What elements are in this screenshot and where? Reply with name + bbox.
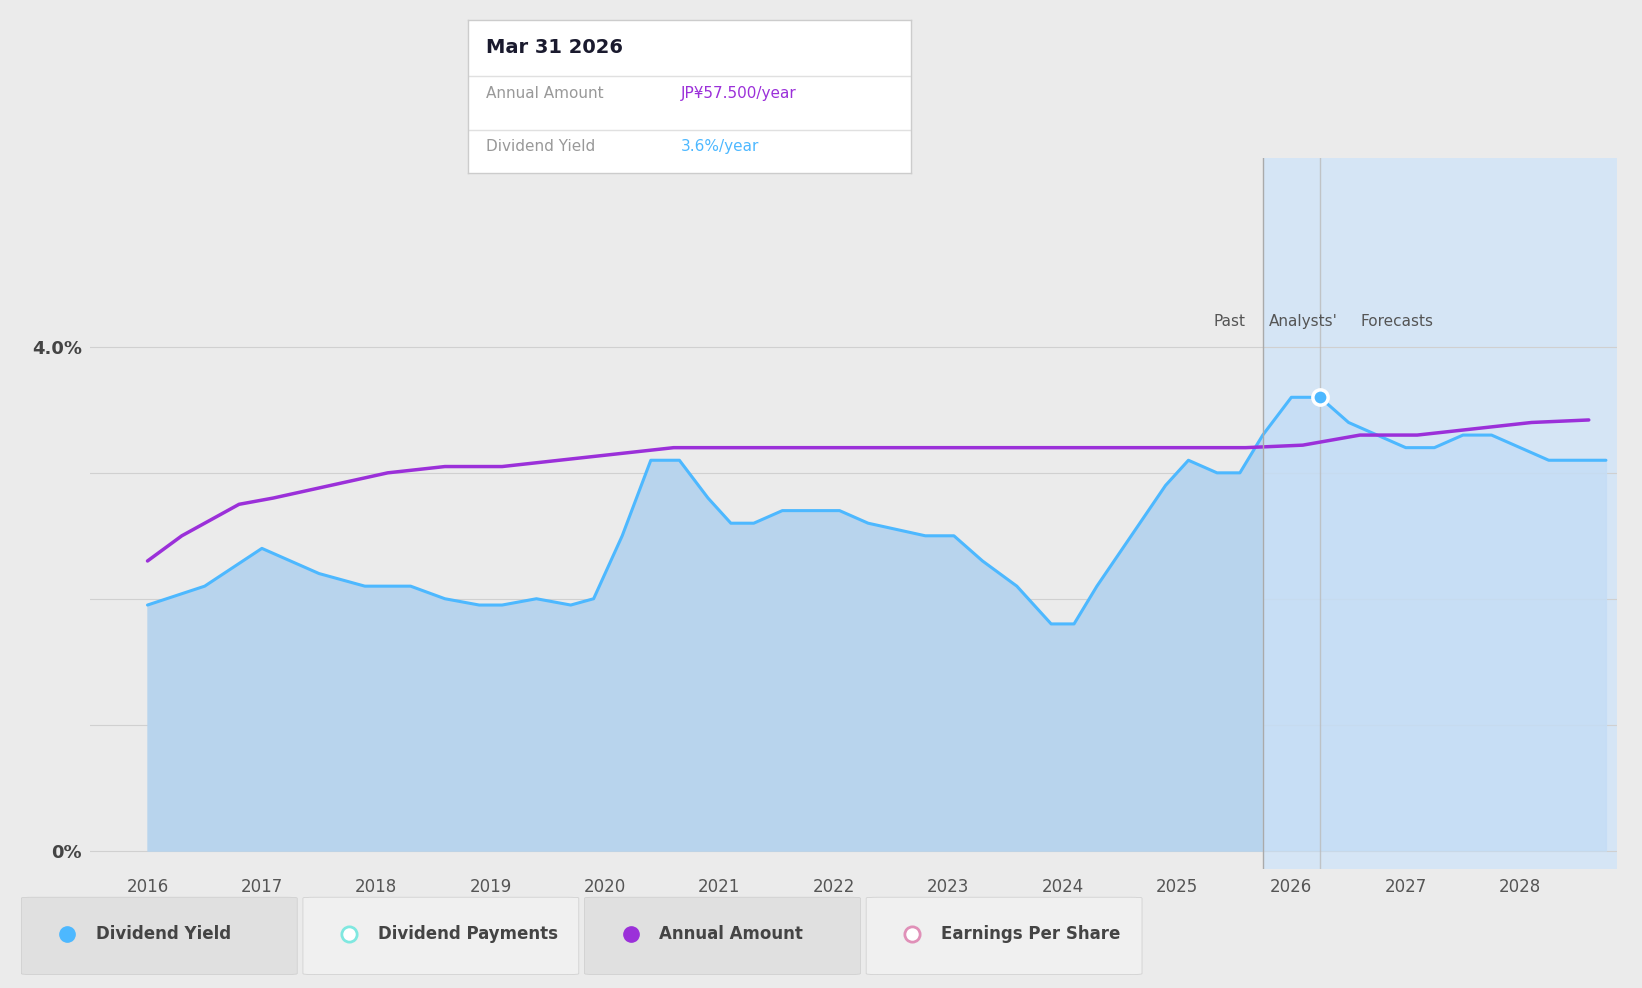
FancyBboxPatch shape	[302, 897, 580, 974]
FancyBboxPatch shape	[585, 897, 860, 974]
Bar	[1263, 158, 1617, 869]
Text: JP¥57.500/year: JP¥57.500/year	[681, 86, 796, 101]
Text: Past: Past	[1213, 314, 1246, 329]
Text: Forecasts: Forecasts	[1360, 314, 1433, 329]
Text: Annual Amount: Annual Amount	[660, 925, 803, 943]
FancyBboxPatch shape	[21, 897, 297, 974]
Text: Annual Amount: Annual Amount	[486, 86, 603, 101]
Text: Dividend Yield: Dividend Yield	[95, 925, 232, 943]
Text: 3.6%/year: 3.6%/year	[681, 139, 759, 154]
Text: Analysts': Analysts'	[1269, 314, 1337, 329]
Text: Mar 31 2026: Mar 31 2026	[486, 39, 622, 57]
Text: Dividend Payments: Dividend Payments	[378, 925, 558, 943]
FancyBboxPatch shape	[867, 897, 1141, 974]
Text: Dividend Yield: Dividend Yield	[486, 139, 594, 154]
Text: Earnings Per Share: Earnings Per Share	[941, 925, 1120, 943]
